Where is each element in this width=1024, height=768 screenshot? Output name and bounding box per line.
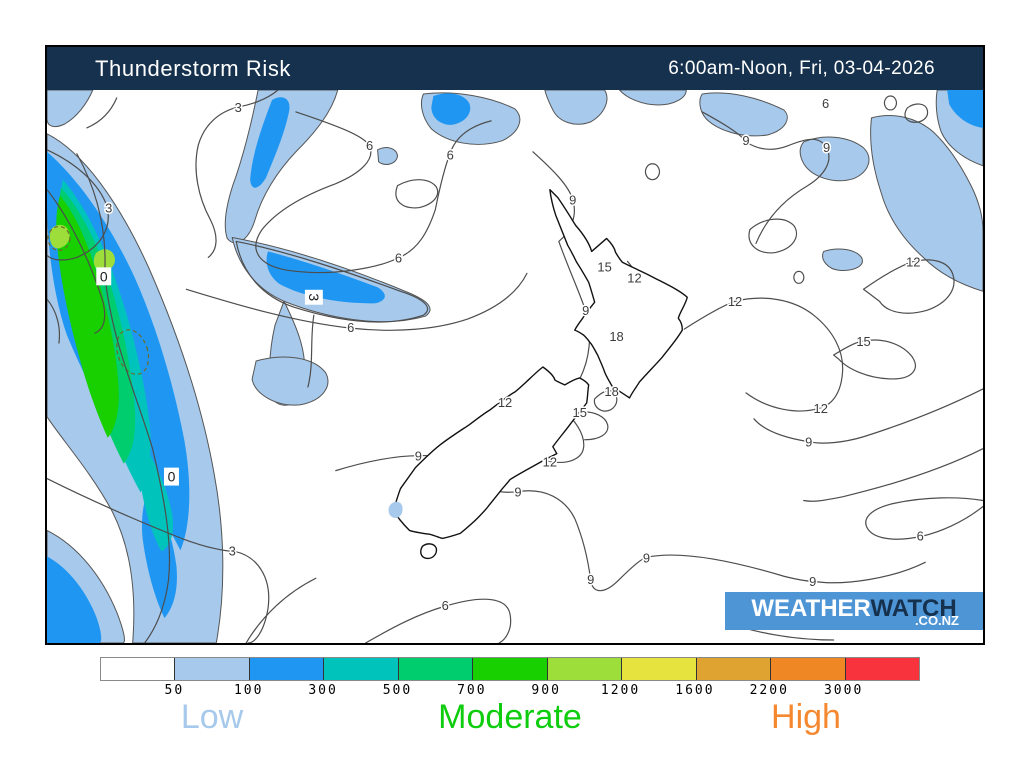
legend-tick-value: 3000 [823,683,864,698]
contour-label: 12 [627,270,641,285]
legend-tick-row: 50 100 300 500 700 900 1200 1600 2200 3000 [100,683,920,699]
legend-cell [771,658,846,680]
legend-cell [696,658,772,680]
watermark-banner: WEATHERWATCH .CO.NZ [725,592,983,630]
contour-label: 6 [822,96,829,111]
risk-region-yellowgreen [49,224,116,272]
contour-label: 9 [823,140,830,155]
legend-cell [175,658,250,680]
watermark-brand: WEATHERWATCH [725,595,983,623]
contour-label: 0 [168,469,176,485]
watermark-part2: WATCH [870,595,957,622]
contour-label: 9 [742,133,749,148]
contour-label: 3 [306,293,322,301]
contour-label: 9 [415,449,422,464]
map-title: Thunderstorm Risk [95,55,292,81]
legend-tick-value: 700 [457,683,487,698]
contour-label: 3 [235,100,242,115]
contour-label: 9 [805,435,812,450]
contour-label-box [96,267,112,286]
legend-tick-value: 900 [531,683,561,698]
contour-label-box [164,467,179,486]
map-header: Thunderstorm Risk 6:00am-Noon, Fri, 03-0… [47,47,983,90]
contour-label: 6 [447,148,454,163]
watermark-suffix: .CO.NZ [914,613,959,628]
contour-label: 6 [442,598,449,613]
contour-label: 12 [814,401,828,416]
contour-label: 12 [906,254,920,269]
contour-label: 3 [105,201,112,216]
legend-cell [398,658,474,680]
legend-cell [101,658,176,680]
risk-label-row: Low Moderate High [0,698,1024,742]
lake [388,501,403,518]
weather-map-canvas: 3 3 0 3 6 6 6 6 9 9 9 6 9 12 12 15 12 9 15 12 18 18 12 15 9 12 9 0 3… [47,90,983,643]
legend-tick-value: 2200 [749,683,789,698]
south-island [392,366,590,540]
legend-tick-value: 1600 [675,683,715,698]
contour-label: 15 [856,334,870,349]
contour-label-layer: 3 3 0 3 6 6 6 6 9 9 9 6 9 12 12 15 12 9 15 12 18 18 12 15 9 12 9 0 3… [96,94,925,615]
map-frame: Thunderstorm Risk 6:00am-Noon, Fri, 03-0… [45,45,985,645]
contour-label: 9 [809,574,816,589]
legend-cell [249,658,325,680]
legend-tick-value: 300 [308,683,338,698]
contour-label-box [304,289,323,305]
risk-label-moderate: Moderate [438,698,582,736]
risk-label-low: Low [180,698,244,736]
legend-cell [473,658,548,680]
legend-cell [324,658,399,680]
legend-tick-value: 1200 [600,683,641,698]
contour-label: 12 [543,455,557,470]
dashed-contours [47,225,150,375]
contour-label: 6 [366,138,373,153]
stewart-island [420,543,438,560]
contour-label: 0 [100,268,108,284]
contour-label: 9 [514,485,521,500]
legend-cell [547,658,623,680]
risk-label-high: High [771,698,841,736]
map-time-range: 6:00am-Noon, Fri, 03-04-2026 [668,57,935,79]
contour-label: 12 [728,294,742,309]
contour-label: 12 [498,395,512,410]
contour-label: 15 [597,259,611,274]
contour-label: 6 [395,250,402,265]
risk-region-green [56,195,119,438]
legend-cell [622,658,697,680]
north-island [549,188,688,399]
contour-label: 9 [569,193,576,208]
legend-tick-value: 50 [164,683,185,698]
contour-label: 9 [587,572,594,587]
coastline [392,188,688,560]
contour-label: 18 [604,384,618,399]
contour-label: 3 [229,543,236,558]
contour-label: 18 [609,329,623,344]
legend-tick-value: 500 [382,683,413,698]
contour-label: 15 [573,405,587,420]
contour-label: 6 [347,320,354,335]
watermark-part1: WEATHER [751,595,871,622]
contour-label: 6 [917,528,924,543]
legend-color-bar [100,657,920,681]
legend-tick-value: 100 [233,683,264,698]
legend-cell [845,658,919,680]
contour-label: 9 [643,550,650,565]
contour-label: 9 [582,303,589,318]
